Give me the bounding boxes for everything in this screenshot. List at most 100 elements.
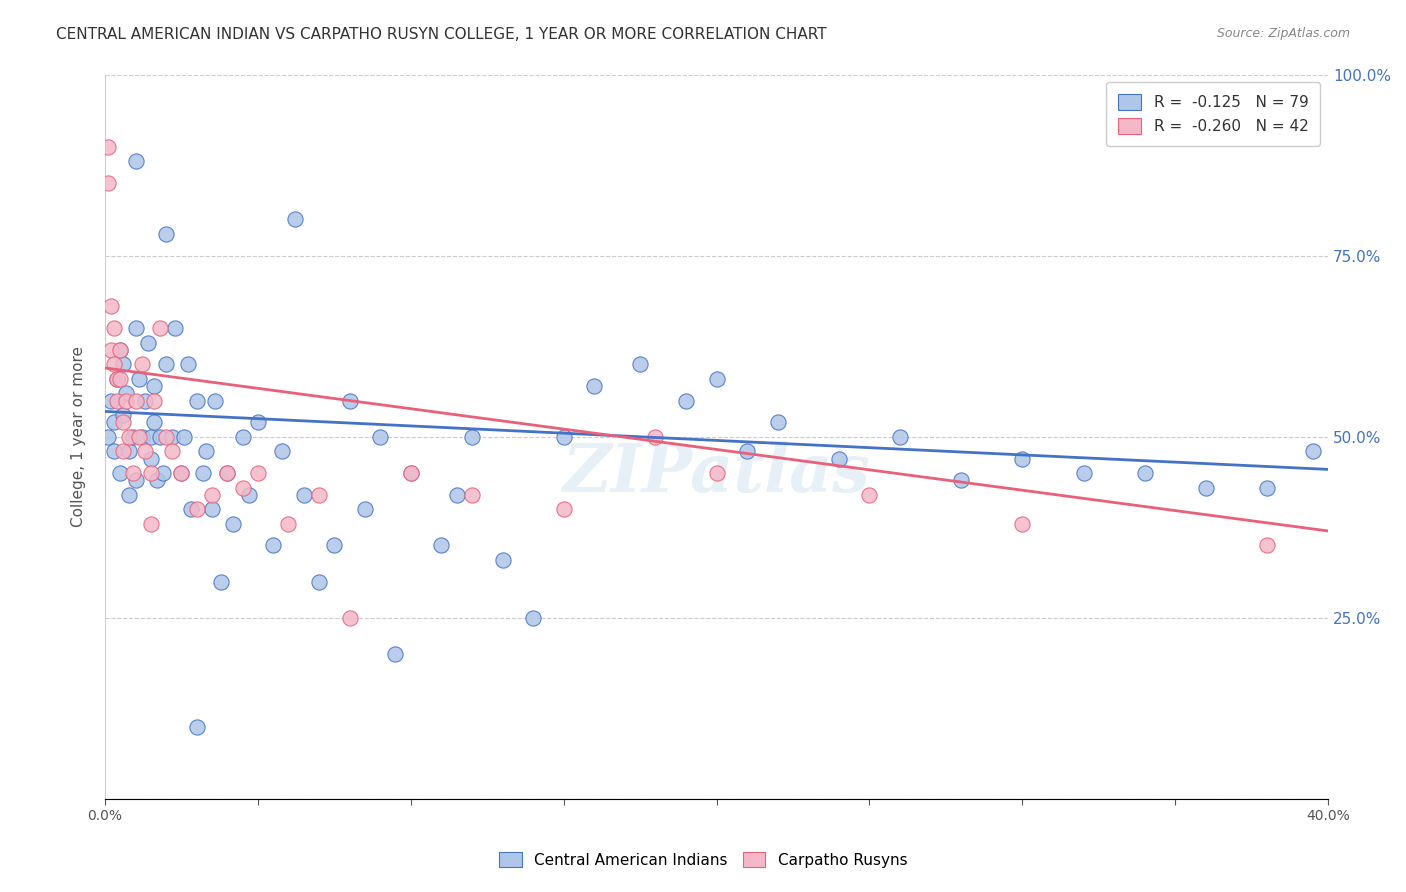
Point [491,553,513,567]
Point [115,393,138,408]
Point [271,444,294,458]
Point [583,379,606,393]
Point [858,488,880,502]
Point [97,140,120,154]
Point [110,466,132,480]
Point [1256,539,1278,553]
Point [173,430,195,444]
Point [461,488,484,502]
Point [1195,481,1218,495]
Point [134,393,156,408]
Point [368,430,391,444]
Point [139,516,162,531]
Point [222,516,245,531]
Point [176,357,198,371]
Point [217,466,239,480]
Point [201,502,224,516]
Point [180,502,202,516]
Point [136,335,159,350]
Point [644,430,666,444]
Point [105,372,128,386]
Point [100,343,122,357]
Point [553,502,575,516]
Point [124,393,146,408]
Point [1133,466,1156,480]
Point [430,539,453,553]
Point [246,466,269,480]
Point [112,444,135,458]
Point [706,372,728,386]
Point [399,466,422,480]
Point [105,372,128,386]
Point [553,430,575,444]
Point [308,574,330,589]
Text: CENTRAL AMERICAN INDIAN VS CARPATHO RUSYN COLLEGE, 1 YEAR OR MORE CORRELATION CH: CENTRAL AMERICAN INDIAN VS CARPATHO RUSY… [56,27,827,42]
Point [124,473,146,487]
Point [155,227,177,241]
Point [354,502,377,516]
Point [124,154,146,169]
Point [828,451,851,466]
Point [1011,451,1033,466]
Point [675,393,697,408]
Point [139,466,162,480]
Point [292,488,315,502]
Point [152,466,174,480]
Point [103,415,125,429]
Point [155,430,177,444]
Point [110,343,132,357]
Legend: R =  -0.125   N = 79, R =  -0.260   N = 42: R = -0.125 N = 79, R = -0.260 N = 42 [1107,82,1320,146]
Point [706,466,728,480]
Point [121,466,143,480]
Point [131,357,153,371]
Text: ZIPatlas: ZIPatlas [562,441,870,506]
Point [100,393,122,408]
Point [194,444,217,458]
Point [118,444,141,458]
Point [209,574,232,589]
Point [217,466,239,480]
Point [121,430,143,444]
Point [142,415,165,429]
Point [128,372,150,386]
Point [103,321,125,335]
Point [262,539,284,553]
Point [186,720,208,734]
Point [110,343,132,357]
Point [146,473,169,487]
Point [950,473,973,487]
Point [1256,481,1278,495]
Point [112,408,135,422]
Point [323,539,346,553]
Point [170,466,193,480]
Point [204,393,226,408]
Point [186,502,208,516]
Point [1073,466,1095,480]
Text: Source: ZipAtlas.com: Source: ZipAtlas.com [1216,27,1350,40]
Point [155,357,177,371]
Point [339,611,361,625]
Point [112,415,135,429]
Point [103,357,125,371]
Point [165,321,187,335]
Point [889,430,911,444]
Point [232,430,254,444]
Point [284,212,307,227]
Point [399,466,422,480]
Point [142,393,165,408]
Point [308,488,330,502]
Point [149,430,172,444]
Point [1302,444,1324,458]
Point [201,488,224,502]
Point [139,430,162,444]
Point [162,430,184,444]
Point [139,451,162,466]
Point [277,516,299,531]
Point [446,488,468,502]
Point [142,379,165,393]
Point [100,299,122,313]
Point [97,430,120,444]
Point [384,647,406,661]
Y-axis label: College, 1 year or more: College, 1 year or more [72,346,86,527]
Point [461,430,484,444]
